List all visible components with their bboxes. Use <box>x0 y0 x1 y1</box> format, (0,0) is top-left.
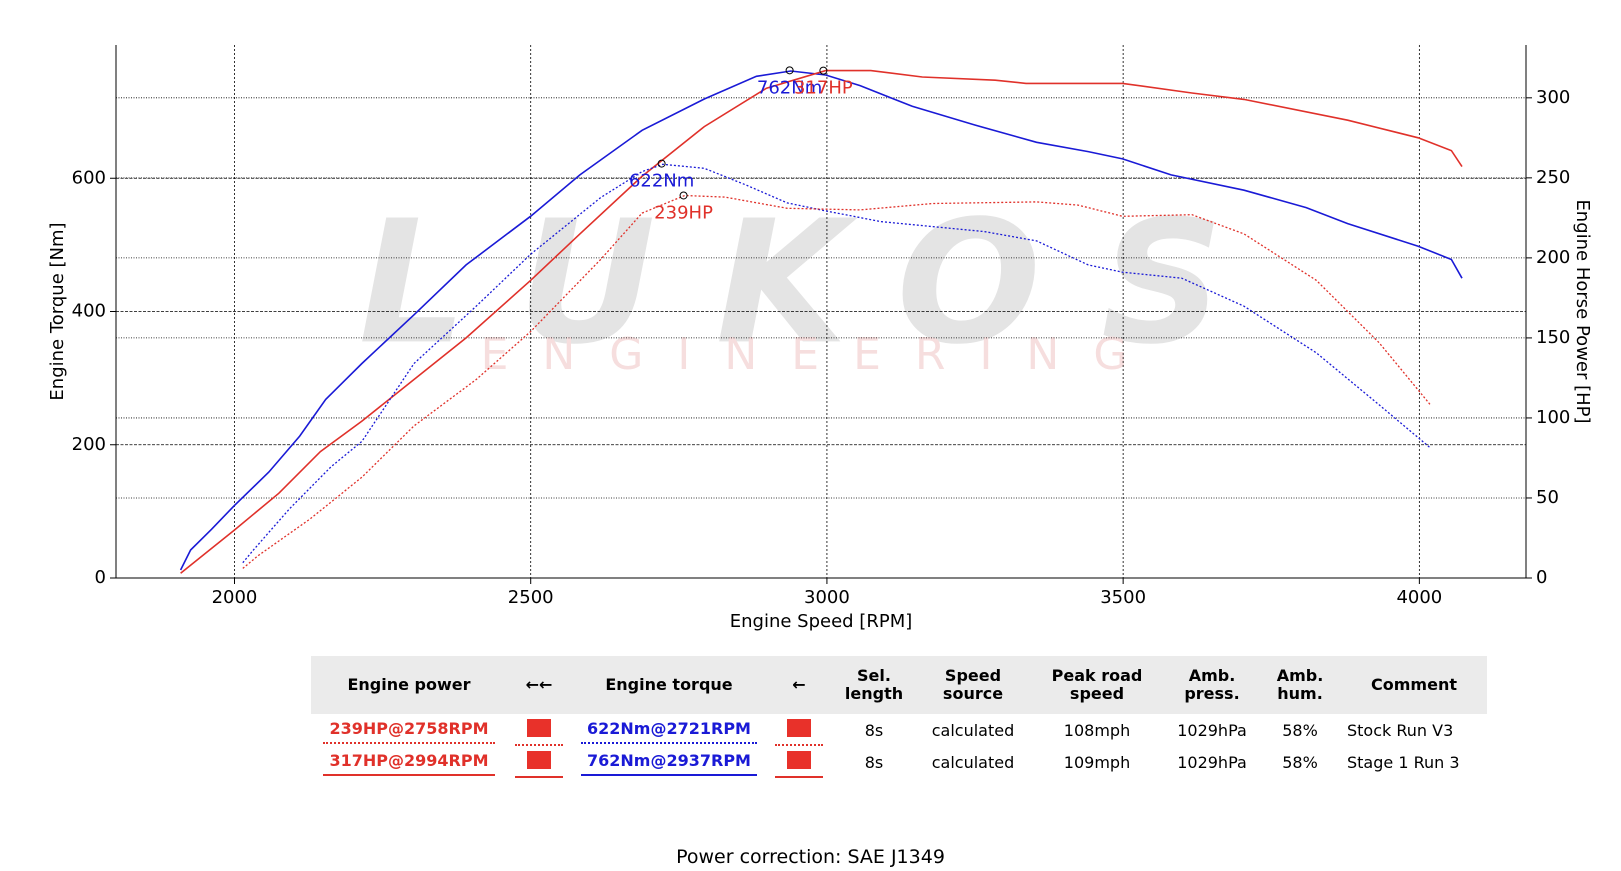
result-cell: 762Nm@2937RPM <box>571 746 767 778</box>
swatch-wrap <box>775 715 823 746</box>
column-header: Engine torque <box>571 656 767 714</box>
table-cell: 1029hPa <box>1177 720 1247 740</box>
table-cell: 109mph <box>1063 752 1131 772</box>
color-swatch <box>787 750 811 769</box>
y-tick-label: 0 <box>95 567 106 588</box>
x-axis-label: Engine Speed [RPM] <box>730 611 913 632</box>
peak-marker <box>819 66 828 75</box>
x-tick-label: 4000 <box>1396 587 1442 608</box>
column-header: ← <box>767 656 831 714</box>
y2-tick-label: 200 <box>1536 247 1570 268</box>
table-cell: 8s <box>864 752 884 772</box>
color-swatch-cell <box>767 746 831 778</box>
result-cell: 317HP@2994RPM <box>311 746 507 778</box>
table-cell: 1029hPa <box>1177 752 1247 772</box>
peak-marker <box>657 159 666 168</box>
y2-tick-label: 100 <box>1536 407 1570 428</box>
color-swatch-cell <box>507 746 571 778</box>
series-line <box>179 70 1463 571</box>
y2-tick-label: 150 <box>1536 327 1570 348</box>
color-swatch-cell <box>507 714 571 746</box>
y-tick-label: 200 <box>72 434 106 455</box>
watermark-title: LUKOS <box>359 184 1284 382</box>
series-line <box>242 163 1432 564</box>
table-cell: Stock Run V3 <box>1347 720 1454 740</box>
result-label: 622Nm@2721RPM <box>581 717 757 744</box>
results-table: Engine power ←← Engine torque ← Sel. length S… <box>311 656 1487 778</box>
column-header: Peak road speed <box>1029 656 1165 714</box>
swatch-wrap <box>775 747 823 778</box>
column-header: Comment <box>1341 656 1487 714</box>
table-cell: 58% <box>1282 752 1318 772</box>
column-header: ←← <box>507 656 571 714</box>
column-header: Amb. press. <box>1165 656 1259 714</box>
table-cell: 8s <box>864 720 884 740</box>
result-label: 317HP@2994RPM <box>323 749 495 776</box>
column-header: Sel. length <box>831 656 917 714</box>
x-tick-label: 2000 <box>212 587 258 608</box>
result-cell: 622Nm@2721RPM <box>571 714 767 746</box>
series-line <box>180 69 1463 574</box>
column-header: Speed source <box>917 656 1029 714</box>
y2-axis-label: Engine Horse Power [HP] <box>1572 199 1593 423</box>
peak-marker <box>679 191 688 200</box>
result-label: 762Nm@2937RPM <box>581 749 757 776</box>
y-axis-label: Engine Torque [Nm] <box>47 222 68 400</box>
result-label: 239HP@2758RPM <box>323 717 495 744</box>
column-header: Amb. hum. <box>1259 656 1341 714</box>
x-tick-label: 2500 <box>508 587 554 608</box>
table-cell: 58% <box>1282 720 1318 740</box>
y-tick-label: 600 <box>72 167 106 188</box>
y2-tick-label: 300 <box>1536 87 1570 108</box>
color-swatch <box>527 718 551 737</box>
column-header: Engine power <box>311 656 507 714</box>
table-cell: calculated <box>931 720 1015 740</box>
y2-tick-label: 250 <box>1536 167 1570 188</box>
y2-tick-label: 0 <box>1536 567 1547 588</box>
color-swatch-cell <box>767 714 831 746</box>
swatch-wrap <box>515 747 563 778</box>
result-cell: 239HP@2758RPM <box>311 714 507 746</box>
peak-label: 239HP <box>654 202 713 223</box>
table-cell: calculated <box>931 752 1015 772</box>
peak-label: 317HP <box>794 78 853 99</box>
data-row: 239HP@2758RPM 622Nm@2721RPM 8s calculated 10… <box>311 714 1487 746</box>
x-tick-label: 3500 <box>1100 587 1146 608</box>
watermark-subtitle: ENGINEERING <box>481 329 1162 380</box>
table-cell: 108mph <box>1063 720 1131 740</box>
header-row: Engine power ←← Engine torque ← Sel. length S… <box>311 656 1487 714</box>
y2-tick-label: 50 <box>1536 487 1559 508</box>
y-tick-label: 400 <box>72 301 106 322</box>
swatch-wrap <box>515 715 563 746</box>
table-cell: Stage 1 Run 3 <box>1347 752 1460 772</box>
peak-label: 622Nm <box>629 171 694 192</box>
color-swatch <box>787 718 811 737</box>
peak-marker <box>785 66 794 75</box>
data-row: 317HP@2994RPM 762Nm@2937RPM 8s calculated 10… <box>311 746 1487 778</box>
x-tick-label: 3000 <box>804 587 850 608</box>
footer: Power correction: SAE J1349 <box>676 846 945 868</box>
color-swatch <box>527 750 551 769</box>
peak-label: 762Nm <box>757 77 822 98</box>
